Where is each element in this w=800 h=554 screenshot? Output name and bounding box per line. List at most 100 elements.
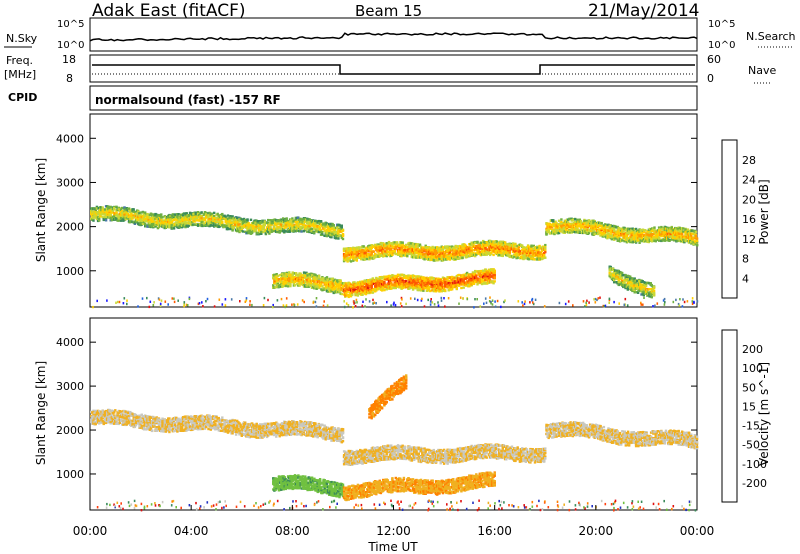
echo-cell xyxy=(270,223,273,226)
echo-cell xyxy=(331,222,334,226)
echo-cell xyxy=(150,217,154,220)
echo-cell xyxy=(297,275,300,278)
echo-cell xyxy=(475,274,478,277)
echo-cell xyxy=(268,232,271,235)
echo-cell xyxy=(314,273,317,277)
echo-cell xyxy=(310,272,314,276)
echo-cell xyxy=(256,220,260,223)
echo-cell xyxy=(196,223,200,227)
echo-cell xyxy=(249,227,253,230)
echo-cell xyxy=(118,216,122,219)
echo-cell xyxy=(393,241,396,244)
echo-cell xyxy=(332,224,335,227)
echo-cell xyxy=(429,289,432,293)
echo-cell xyxy=(396,245,400,248)
echo-cell xyxy=(136,220,139,223)
echo-cell xyxy=(378,249,381,252)
echo-cell xyxy=(111,209,115,212)
echo-cell xyxy=(396,250,400,253)
echo-cell xyxy=(285,225,288,228)
echo-cell xyxy=(346,259,349,262)
echo-cell xyxy=(202,222,206,225)
echo-cell xyxy=(283,228,286,232)
echo-cell xyxy=(213,211,216,215)
echo-cell xyxy=(107,209,110,212)
echo-cell xyxy=(357,247,361,251)
echo-cell xyxy=(395,243,399,246)
echo-cell xyxy=(307,282,310,286)
echo-cell xyxy=(262,230,265,234)
echo-cell xyxy=(352,259,355,262)
echo-cell xyxy=(313,277,316,280)
echo-cell xyxy=(162,219,165,222)
echo-cell xyxy=(338,290,341,293)
echo-cell xyxy=(354,258,357,261)
echo-cell xyxy=(173,218,177,221)
echo-cell xyxy=(295,229,299,232)
echo-cell xyxy=(115,205,118,209)
echo-cell xyxy=(137,210,140,213)
echo-cell xyxy=(90,212,93,216)
echo-cell xyxy=(309,284,313,288)
echo-cell xyxy=(136,212,139,215)
echo-cell xyxy=(351,251,354,254)
echo-cell xyxy=(293,226,296,229)
echo-cell xyxy=(133,222,137,225)
echo-cell xyxy=(474,269,477,273)
echo-cell xyxy=(354,253,357,256)
echo-cell xyxy=(132,214,135,217)
echo-cell xyxy=(526,245,530,248)
echo-cell xyxy=(229,215,232,218)
echo-cell xyxy=(544,246,547,250)
nave-label: Nave xyxy=(748,64,776,77)
echo-cell xyxy=(492,253,495,257)
echo-cell xyxy=(273,220,277,223)
echo-cell xyxy=(388,248,392,251)
echo-cell xyxy=(242,221,246,224)
echo-cell xyxy=(119,219,123,222)
echo-cell xyxy=(293,284,297,287)
echo-cell xyxy=(544,250,547,254)
echo-cell xyxy=(260,230,263,234)
echo-cell xyxy=(296,216,300,219)
echo-cell xyxy=(362,256,365,260)
echo-cell xyxy=(357,252,361,256)
echo-cell xyxy=(318,226,322,229)
echo-cell xyxy=(260,232,263,235)
echo-cell xyxy=(254,221,257,224)
echo-cell xyxy=(244,219,247,222)
echo-cell xyxy=(256,221,260,224)
echo-cell xyxy=(330,236,333,239)
echo-cell xyxy=(385,242,388,245)
echo-cell xyxy=(115,210,118,214)
echo-cell xyxy=(187,224,191,227)
echo-cell xyxy=(296,222,300,225)
echo-cell xyxy=(269,219,272,222)
echo-cell xyxy=(231,228,234,231)
echo-cell xyxy=(283,280,286,283)
echo-cell xyxy=(424,244,427,247)
echo-cell xyxy=(246,220,249,223)
echo-cell xyxy=(269,225,272,229)
echo-cell xyxy=(341,229,345,232)
echo-cell xyxy=(205,211,208,215)
echo-cell xyxy=(516,256,519,259)
echo-cell xyxy=(396,273,400,277)
echo-cell xyxy=(308,229,311,232)
echo-cell xyxy=(444,289,447,292)
echo-cell xyxy=(144,211,147,214)
echo-cell xyxy=(313,281,316,284)
echo-cell xyxy=(298,282,301,285)
echo-cell xyxy=(331,288,334,291)
echo-cell xyxy=(387,242,391,245)
echo-cell xyxy=(270,230,273,233)
nsearch-label: N.Search xyxy=(746,30,796,43)
echo-cell xyxy=(177,213,180,216)
echo-cell xyxy=(103,209,107,212)
echo-cell xyxy=(338,228,341,232)
echo-cell xyxy=(289,284,292,288)
nsky-trace xyxy=(89,32,698,42)
echo-cell xyxy=(314,228,317,231)
echo-cell xyxy=(291,227,294,230)
echo-cell xyxy=(299,226,302,229)
